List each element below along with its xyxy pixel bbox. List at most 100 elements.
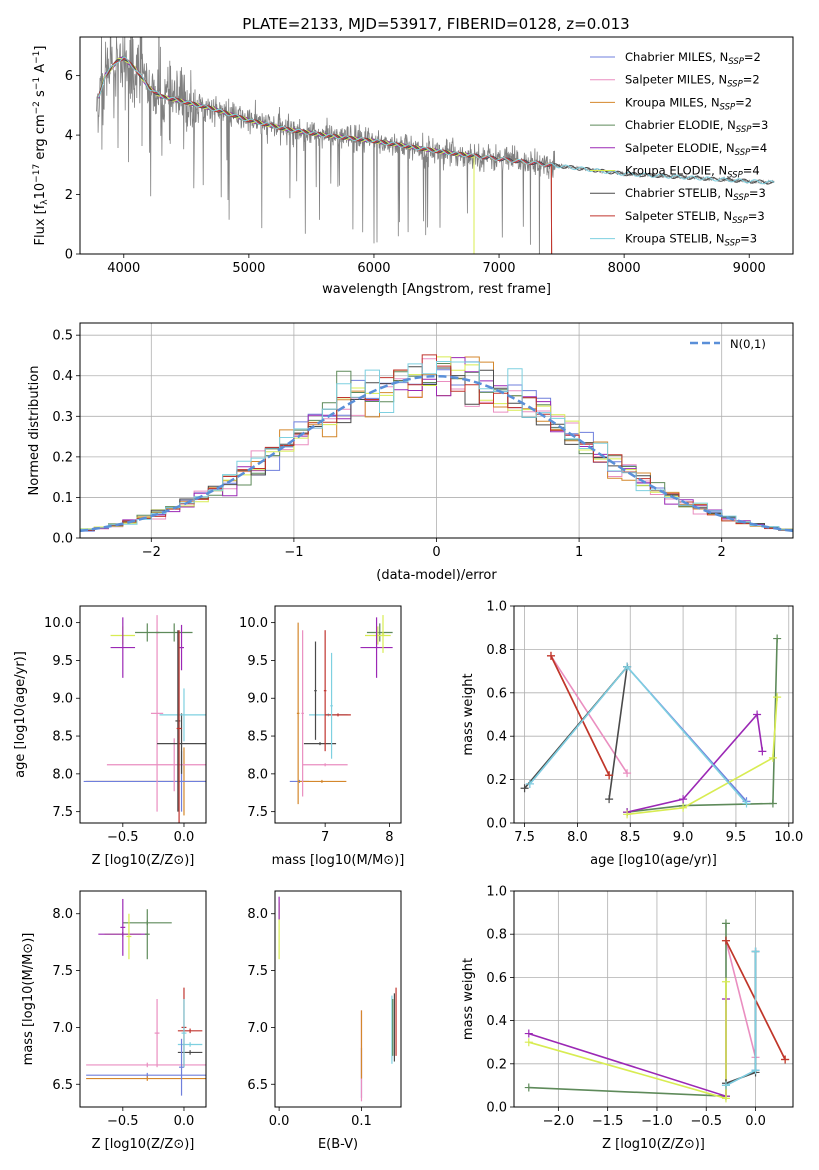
errorbar-point bbox=[110, 617, 136, 678]
errorbar-point bbox=[297, 779, 347, 783]
x-tick-label: 8 bbox=[385, 830, 393, 845]
mass-weight-marker bbox=[721, 1094, 730, 1103]
x-tick-label: 6000 bbox=[357, 261, 390, 276]
y-tick-label: 9.5 bbox=[52, 654, 73, 669]
errorbar-point bbox=[302, 763, 348, 767]
errorbar-point bbox=[179, 624, 184, 671]
y-tick-label: 7.0 bbox=[52, 1021, 73, 1036]
y-tick-label: 4 bbox=[65, 129, 73, 144]
errorbar-point bbox=[296, 622, 300, 805]
x-axis-label: (data-model)/error bbox=[376, 568, 497, 583]
y-tick-label: 8.0 bbox=[52, 767, 73, 782]
y-tick-label: 2 bbox=[65, 188, 73, 203]
errorbar-point bbox=[325, 713, 351, 717]
mass-weight-line-8 bbox=[550, 655, 610, 776]
y-tick-label: 7.0 bbox=[247, 1021, 268, 1036]
y-tick-label: 0.4 bbox=[486, 1014, 507, 1029]
y-tick-label: 8.0 bbox=[52, 907, 73, 922]
x-axis-label: mass [log10(M/M⊙)] bbox=[272, 853, 405, 868]
y-tick-label: 0.0 bbox=[486, 817, 507, 832]
errorbar-point bbox=[86, 1076, 206, 1081]
model-spectrum-5 bbox=[98, 56, 475, 254]
y-tick-label: 0.5 bbox=[52, 329, 73, 344]
y-tick-label: 8.5 bbox=[247, 730, 268, 745]
x-tick-label: 0.0 bbox=[174, 830, 195, 845]
errorbar-point bbox=[106, 738, 206, 792]
y-tick-label: 8.0 bbox=[247, 907, 268, 922]
x-tick-label: 8000 bbox=[608, 261, 641, 276]
mass-weight-marker bbox=[768, 799, 777, 808]
mass-weight-marker bbox=[623, 769, 632, 778]
legend: Chabrier MILES, NSSP=2 Salpeter MILES, NS… bbox=[590, 50, 768, 249]
x-tick-label: −1.0 bbox=[641, 1114, 673, 1129]
y-axis-label: mass weight bbox=[461, 958, 476, 1040]
x-tick-label: −0.5 bbox=[107, 830, 139, 845]
mass-weight-marker bbox=[721, 919, 730, 928]
y-tick-label: 0.1 bbox=[52, 491, 73, 506]
mass-weight-marker bbox=[721, 977, 730, 986]
x-tick-label: −0.5 bbox=[690, 1114, 722, 1129]
y-axis-label: mass weight bbox=[461, 673, 476, 755]
x-axis-label: Z [log10(Z/Z⊙)] bbox=[602, 1137, 705, 1152]
mass-weight-marker bbox=[623, 810, 632, 819]
y-tick-label: 1.0 bbox=[486, 600, 507, 615]
mass-weight-marker bbox=[524, 1038, 533, 1047]
y-tick-label: 0.2 bbox=[486, 773, 507, 788]
mass-weight-marker bbox=[623, 662, 632, 671]
errorbar-point bbox=[365, 626, 391, 645]
legend-entry-3: Kroupa MILES, NSSP=2 bbox=[625, 95, 752, 112]
y-tick-label: 10.0 bbox=[239, 616, 268, 631]
legend-entry-6: Kroupa ELODIE, NSSP=4 bbox=[625, 164, 760, 181]
plot-area bbox=[289, 615, 393, 805]
legend-entry-5: Salpeter ELODIE, NSSP=4 bbox=[625, 141, 767, 158]
axes-frame bbox=[513, 890, 794, 1108]
y-tick-label: 7.5 bbox=[52, 964, 73, 979]
age-vs-metallicity-panel: −0.5 0.0 7.5 8.0 8.5 9.0 9.5 10.0 Z [log10(Z/Z⊙)… bbox=[13, 605, 207, 868]
x-tick-label: 7 bbox=[321, 830, 329, 845]
mass-weight-marker bbox=[753, 710, 762, 719]
x-tick-label: 0.0 bbox=[745, 1114, 766, 1129]
y-tick-label: 0.0 bbox=[486, 1101, 507, 1116]
errorbar-point bbox=[157, 713, 206, 774]
errorbar-point bbox=[144, 909, 150, 960]
plot-area bbox=[278, 896, 397, 1102]
y-tick-label: 10.0 bbox=[44, 616, 73, 631]
x-tick-label: −2 bbox=[142, 545, 161, 560]
mass-weight-marker bbox=[773, 634, 782, 643]
y-tick-label: 8.0 bbox=[247, 767, 268, 782]
x-tick-label: 8.5 bbox=[620, 830, 641, 845]
x-tick-label: −1 bbox=[284, 545, 303, 560]
mass-weight-marker bbox=[605, 795, 614, 804]
axes-frame bbox=[79, 36, 794, 255]
mass-vs-metallicity-panel: −0.5 0.0 6.5 7.0 7.5 8.0 Z [log10(Z/Z⊙)] mass [… bbox=[21, 890, 207, 1152]
age-vs-mass-panel: 7 8 7.5 8.0 8.5 9.0 9.5 10.0 mass [log10(M/M⊙)] bbox=[239, 605, 405, 868]
spectrum-panel: 4000 5000 6000 7000 8000 9000 0 2 4 6 wavelength [… bbox=[32, 36, 794, 297]
y-tick-label: 9.0 bbox=[247, 692, 268, 707]
mass-weight-line-5 bbox=[626, 712, 764, 813]
x-tick-label: −2.0 bbox=[543, 1114, 575, 1129]
errorbar-point bbox=[381, 615, 385, 653]
massweight-vs-metallicity-panel: −2.0 −1.5 −1.0 −0.5 0.0 0.0 0.2 0.4 0.6 0.8 1.0 Z [… bbox=[461, 885, 794, 1152]
massweight-vs-age-panel: 7.5 8.0 8.5 9.0 9.5 10.0 0.0 0.2 0.4 0.6 0.8 1.0 age… bbox=[461, 600, 803, 869]
y-axis-label: mass [log10(M/M⊙)] bbox=[21, 933, 36, 1066]
mass-weight-marker bbox=[751, 1066, 760, 1075]
plot-area bbox=[86, 898, 206, 1096]
y-tick-label: 9.0 bbox=[52, 692, 73, 707]
y-tick-label: 1.0 bbox=[486, 885, 507, 900]
y-tick-label: 0.6 bbox=[486, 686, 507, 701]
mass-weight-marker bbox=[525, 779, 534, 788]
mass-weight-marker bbox=[605, 771, 614, 780]
model-spectrum-4 bbox=[98, 55, 475, 254]
legend-entry-normal: N(0,1) bbox=[730, 337, 766, 351]
errorbar-point bbox=[154, 999, 160, 1068]
y-tick-label: 0.2 bbox=[52, 450, 73, 465]
x-tick-label: 7000 bbox=[482, 261, 515, 276]
y-tick-label: 7.5 bbox=[247, 805, 268, 820]
errorbar-point bbox=[330, 652, 333, 759]
x-tick-label: 10.0 bbox=[774, 830, 803, 845]
normal-curve bbox=[80, 374, 793, 533]
y-tick-label: 7.5 bbox=[52, 805, 73, 820]
x-tick-label: 5000 bbox=[232, 261, 265, 276]
y-axis-label: age [log10(age/yr)] bbox=[13, 651, 28, 778]
